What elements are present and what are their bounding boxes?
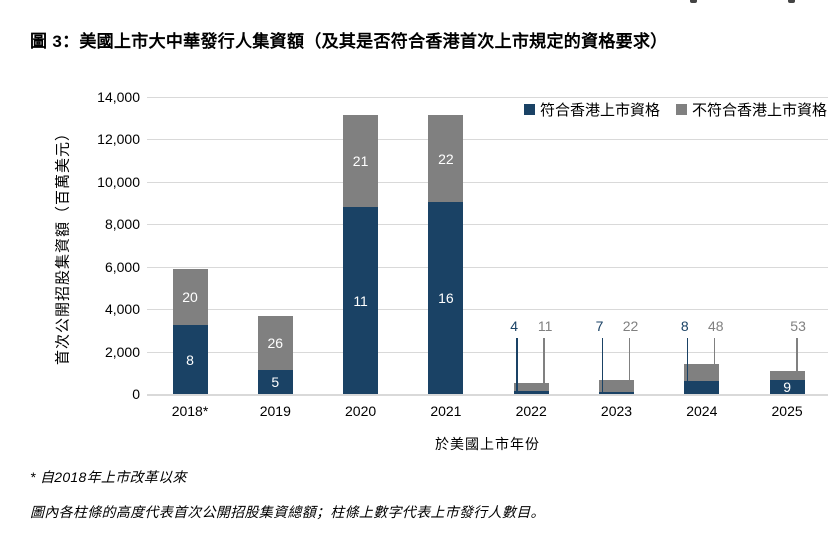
gridline xyxy=(147,394,828,396)
callout-leader-line xyxy=(628,338,630,382)
bar-segment-eligible xyxy=(599,391,634,394)
x-tick-label: 2020 xyxy=(345,403,377,419)
bar-count-label: 26 xyxy=(267,334,284,351)
callout-count-label: 22 xyxy=(622,318,639,334)
x-tick-label: 2018* xyxy=(171,403,209,419)
y-tick-label: 10,000 xyxy=(97,174,140,190)
gridline xyxy=(147,267,828,268)
bar-segment-eligible xyxy=(769,380,805,394)
legend-label: 不符合香港上市資格 xyxy=(691,102,827,119)
callout-leader-line xyxy=(516,338,518,393)
bar-segment-eligible xyxy=(513,390,549,394)
x-tick-label: 2021 xyxy=(430,403,462,419)
bar-segment-eligible xyxy=(428,202,464,394)
bar-count-label: 21 xyxy=(352,153,369,170)
gridline xyxy=(147,224,828,225)
bar-count-label: 22 xyxy=(438,150,454,167)
gridline xyxy=(147,352,828,353)
callout-leader-line xyxy=(601,338,603,393)
y-tick-label: 8,000 xyxy=(104,216,140,232)
x-tick-label: 2022 xyxy=(515,403,547,419)
legend-item: 符合香港上市資格 xyxy=(523,99,660,120)
callout-leader-line xyxy=(796,338,798,372)
bar-count-label: 11 xyxy=(353,292,368,309)
legend-color-swatch xyxy=(523,104,535,115)
callout-leader-line xyxy=(713,338,716,366)
x-tick-label: 2024 xyxy=(686,403,718,419)
x-tick-label: 2019 xyxy=(259,403,291,419)
bar-count-label: 20 xyxy=(182,288,198,305)
callout-leader-line xyxy=(686,338,689,385)
gridline xyxy=(147,139,828,140)
figure-title: 圖 3：美國上市大中華發行人集資額（及其是否符合香港首次上市規定的資格要求） xyxy=(30,32,668,51)
chart-plot-area: 8 20 2018* 5 26 2019 11 21 2020 16 22 2021 4 11 2022 7 2… xyxy=(147,97,828,419)
bar-segment-not-eligible xyxy=(684,364,720,382)
bar-segment-not-eligible xyxy=(599,380,634,392)
gridline xyxy=(147,97,828,98)
chart-legend: 符合香港上市資格 不符合香港上市資格 xyxy=(523,99,827,120)
y-axis-title: 首次公開招股集資額（百萬美元） xyxy=(54,124,72,366)
clipped-header-text-fragment xyxy=(788,0,795,3)
x-tick-label: 2025 xyxy=(771,403,803,419)
bar-segment-not-eligible xyxy=(343,115,379,208)
bar-segment-not-eligible xyxy=(172,268,208,326)
legend-label: 符合香港上市資格 xyxy=(539,102,660,119)
bar-segment-eligible xyxy=(684,381,720,394)
bar-segment-not-eligible xyxy=(513,383,549,391)
x-tick-label: 2023 xyxy=(600,403,633,419)
callout-count-label: 53 xyxy=(790,318,806,334)
bar-segment-not-eligible xyxy=(428,115,464,202)
bar-segment-eligible xyxy=(172,325,208,394)
bar-segment-eligible xyxy=(257,369,293,394)
clipped-header-text-fragment xyxy=(690,0,697,3)
y-tick-label: 4,000 xyxy=(104,301,140,317)
bar-count-label: 9 xyxy=(783,379,791,396)
y-tick-label: 6,000 xyxy=(104,259,140,275)
callout-leader-line xyxy=(543,338,545,385)
callout-count-label: 4 xyxy=(510,318,519,334)
bar-segment-not-eligible xyxy=(257,315,293,370)
y-tick-label: 0 xyxy=(132,386,140,402)
gridline xyxy=(147,309,828,310)
footnote-listing-reform: * 自2018年上市改革以來 xyxy=(30,469,187,485)
y-tick-label: 2,000 xyxy=(104,344,140,360)
gridline xyxy=(147,182,828,183)
legend-item: 不符合香港上市資格 xyxy=(675,99,827,120)
footnote-bar-explanation: 圖內各柱條的高度代表首次公開招股集資總額；柱條上數字代表上市發行人數目。 xyxy=(30,504,545,520)
callout-count-label: 7 xyxy=(595,318,604,334)
callout-count-label: 48 xyxy=(708,318,724,334)
callout-count-label: 8 xyxy=(680,318,689,334)
bar-count-label: 5 xyxy=(271,373,280,390)
x-axis-title: 於美國上市年份 xyxy=(435,436,540,452)
bar-count-label: 8 xyxy=(186,351,194,368)
callout-count-label: 11 xyxy=(537,318,553,334)
y-tick-label: 12,000 xyxy=(97,131,140,147)
bar-segment-not-eligible xyxy=(769,370,805,381)
bar-segment-eligible xyxy=(343,207,379,394)
legend-color-swatch xyxy=(675,104,687,115)
bar-count-label: 16 xyxy=(438,290,454,306)
y-tick-label: 14,000 xyxy=(97,89,140,105)
